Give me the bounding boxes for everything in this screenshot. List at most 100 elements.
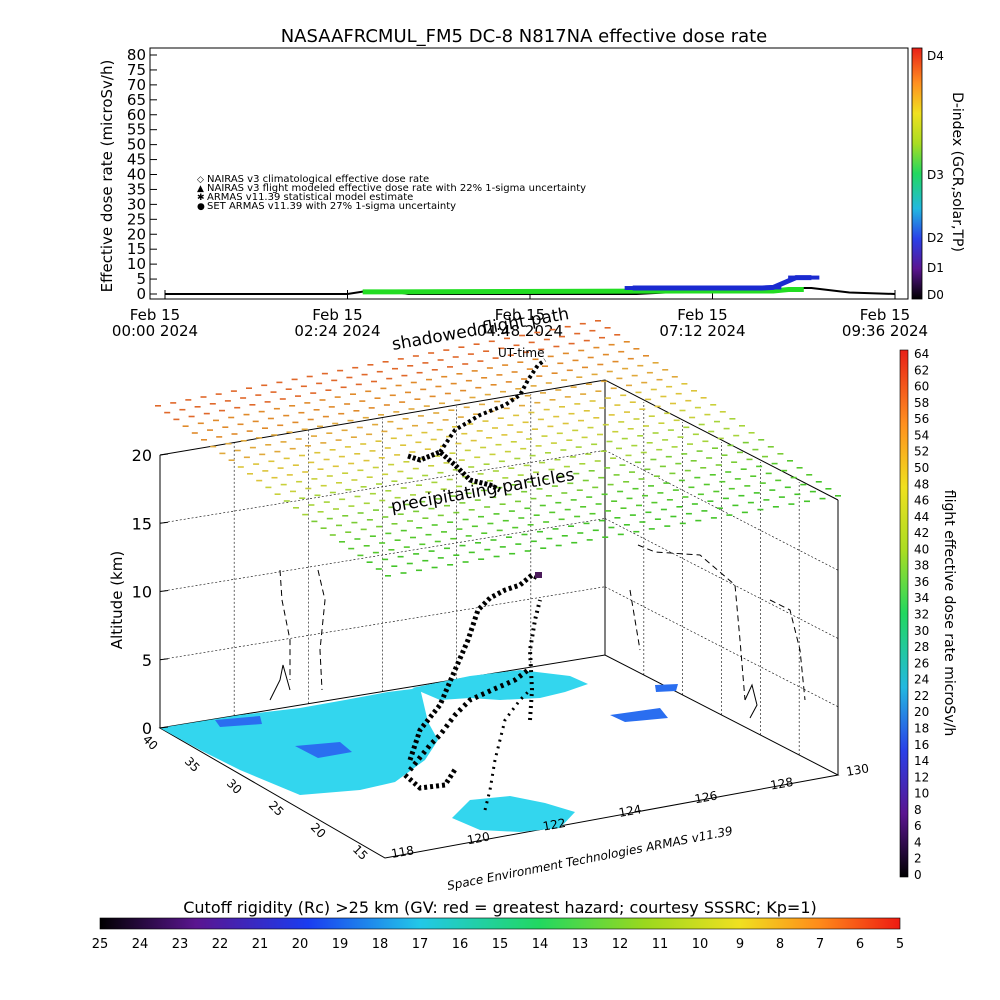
dose-rate-tick: 64 — [914, 347, 929, 361]
band-dash — [441, 531, 447, 533]
series-line — [362, 287, 804, 295]
band-dash — [345, 488, 352, 491]
band-dash — [416, 484, 422, 486]
band-dash — [379, 499, 386, 502]
band-dash — [643, 355, 649, 357]
band-dash — [425, 491, 432, 493]
y-tick-label: 80 — [127, 46, 146, 64]
band-dash — [642, 494, 648, 497]
band-dash — [618, 350, 625, 353]
dose-rate-tick: 24 — [914, 673, 929, 687]
series-line — [632, 275, 812, 291]
band-dash — [170, 402, 177, 404]
band-dash — [561, 535, 568, 537]
band-dash — [591, 443, 598, 446]
band-dash — [581, 436, 588, 439]
band-dash — [367, 364, 374, 366]
band-dash — [468, 509, 475, 511]
band-dash — [237, 423, 244, 426]
band-dash — [298, 411, 305, 414]
dose-rate-tick: 48 — [914, 477, 929, 491]
band-dash — [326, 432, 333, 434]
band-dash — [366, 561, 373, 563]
band-dash — [568, 342, 575, 345]
band-dash — [623, 341, 630, 343]
band-dash — [428, 465, 435, 467]
band-dash — [422, 517, 429, 519]
band-dash — [334, 396, 341, 398]
band-dash — [685, 399, 692, 402]
band-dash — [259, 453, 266, 456]
band-dash — [578, 349, 585, 352]
band-dash — [304, 402, 311, 404]
band-dash — [553, 345, 560, 348]
precipitating-particles-label: precipitating particles — [389, 465, 576, 517]
band-dash — [560, 449, 567, 451]
band-dash — [800, 483, 807, 486]
band-dash — [515, 500, 521, 503]
band-dash — [537, 418, 544, 421]
band-dash — [261, 384, 268, 387]
band-dash — [762, 455, 768, 458]
band-dash — [631, 444, 638, 447]
band-dash — [522, 421, 529, 424]
band-dash — [352, 366, 359, 369]
band-dash — [457, 416, 464, 418]
band-dash — [633, 418, 640, 420]
band-dash — [357, 554, 364, 557]
band-dash — [378, 414, 384, 416]
cyan-land-region — [160, 688, 438, 795]
band-dash — [363, 545, 370, 547]
band-dash — [452, 426, 458, 428]
band-dash — [672, 489, 679, 491]
band-dash — [734, 478, 741, 480]
band-dash — [258, 410, 265, 413]
band-dash — [548, 468, 555, 471]
band-dash — [372, 466, 379, 469]
band-dash — [568, 412, 575, 415]
band-dash — [399, 401, 406, 403]
band-dash — [361, 373, 368, 376]
altitude-label: Altitude (km) — [108, 551, 126, 649]
band-dash — [706, 457, 713, 459]
band-dash — [486, 367, 493, 369]
band-dash — [580, 393, 587, 395]
band-dash — [648, 415, 655, 417]
band-dash — [717, 437, 724, 440]
band-dash — [325, 389, 332, 391]
band-dash — [562, 422, 569, 425]
band-dash — [403, 546, 410, 548]
band-dash — [336, 482, 342, 484]
band-dash — [617, 533, 624, 536]
band-dash — [484, 506, 491, 508]
altitude-tick: 20 — [132, 446, 152, 465]
band-dash — [741, 511, 748, 514]
x-tick-time: 04:48 2024 — [477, 322, 563, 340]
dose-rate-tick: 4 — [914, 835, 922, 849]
band-dash — [412, 467, 419, 470]
band-dash — [752, 448, 759, 451]
band-dash — [394, 496, 401, 499]
band-dash — [200, 396, 207, 398]
band-dash — [415, 441, 422, 444]
band-dash — [662, 369, 669, 371]
band-dash — [369, 492, 376, 495]
band-dash — [280, 483, 287, 486]
band-dash — [465, 535, 472, 537]
band-dash — [712, 447, 718, 449]
band-dash — [691, 503, 698, 505]
band-dash — [592, 529, 599, 532]
band-dash — [610, 457, 617, 459]
band-dash — [422, 474, 429, 477]
band-dash — [437, 471, 444, 474]
wall-gridlines — [159, 394, 839, 755]
band-dash — [274, 450, 281, 453]
band-dash — [804, 500, 810, 503]
band-dash — [482, 420, 489, 422]
band-dash — [382, 516, 389, 518]
band-dash — [369, 535, 376, 537]
altitude-tick: 10 — [132, 583, 152, 602]
band-dash — [626, 384, 632, 387]
band-dash — [410, 381, 417, 384]
band-dash — [575, 446, 582, 448]
